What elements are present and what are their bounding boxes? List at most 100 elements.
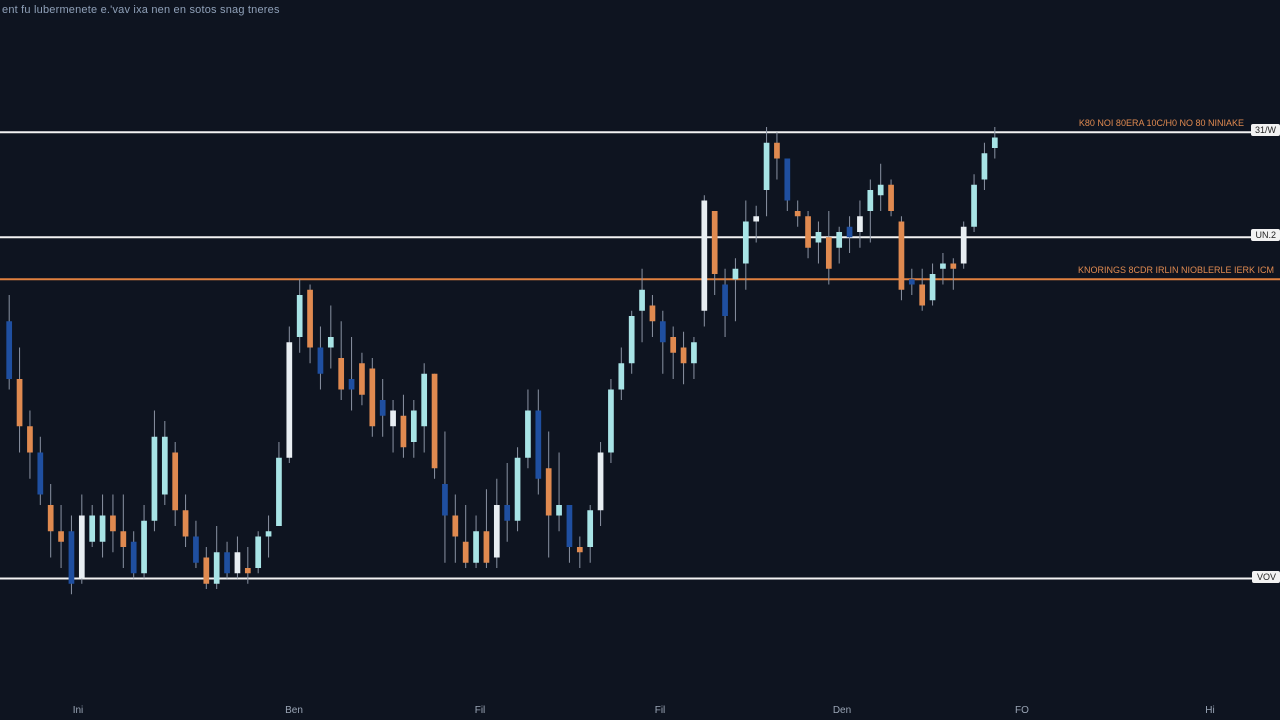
candle [255, 531, 262, 574]
candle-body [556, 505, 562, 516]
x-tick-label: Ini [72, 705, 84, 716]
candle [47, 484, 54, 558]
candle-body [172, 452, 179, 511]
candle [701, 195, 708, 327]
candle [410, 400, 417, 458]
candle-body [213, 552, 220, 584]
candle-body [877, 184, 884, 196]
candle [556, 452, 562, 532]
candle [908, 268, 915, 295]
candle-body [58, 531, 64, 542]
candle [224, 541, 230, 579]
candle [514, 447, 521, 532]
candle [493, 478, 500, 568]
candle [815, 221, 822, 264]
price-tag-mid-level: UN.2 [1251, 229, 1280, 242]
candle [431, 373, 438, 479]
candle-body [857, 216, 863, 232]
x-tick-label: FO [1015, 705, 1029, 716]
candle-body [151, 436, 158, 521]
chart-title: ent fu lubermenete e.'vav ixa nen en sot… [2, 4, 280, 16]
candle-body [327, 337, 334, 348]
candle [27, 410, 33, 479]
candle [462, 505, 469, 568]
candle-body [711, 211, 718, 274]
candle-body [307, 289, 313, 348]
candle [753, 205, 760, 243]
candle [327, 305, 334, 369]
candle-body [908, 279, 915, 285]
candle [659, 310, 666, 374]
candle [722, 268, 728, 337]
candle [182, 494, 189, 547]
candle-body [27, 426, 33, 453]
candle-body [193, 536, 199, 563]
candle [940, 253, 946, 285]
candle [525, 389, 531, 469]
candle-body [473, 531, 479, 563]
candle-body [296, 295, 303, 337]
candle-body [639, 289, 645, 311]
candle-body [442, 484, 448, 516]
candle [348, 337, 355, 411]
x-tick-label: Fil [654, 705, 666, 716]
candle [929, 263, 936, 306]
candle-body [888, 184, 894, 211]
candle [244, 547, 251, 584]
candle-body [753, 216, 760, 222]
candle-body [286, 342, 293, 458]
candle [608, 379, 614, 463]
level-label-resistance-top: K80 NOI 80ERA 10C/H0 NO 80 NINIAKE [1078, 118, 1244, 129]
candle-body [234, 552, 241, 574]
candle-body [359, 363, 365, 395]
candle [58, 505, 64, 568]
candle-body [317, 347, 324, 374]
candle [545, 431, 552, 558]
candle-body [525, 410, 531, 458]
candle-body [670, 337, 677, 353]
candle-body [940, 263, 946, 269]
candle [639, 268, 645, 343]
price-tag-resistance-top: 31/W [1250, 124, 1280, 137]
candle-body [452, 515, 459, 537]
candle [618, 347, 625, 400]
candle-body [680, 347, 687, 364]
candle-body [836, 232, 843, 248]
candle-body [867, 190, 874, 211]
candle-body [78, 515, 85, 579]
candle-body [255, 536, 262, 568]
candle-body [16, 379, 23, 427]
candle [971, 174, 977, 232]
candle [680, 331, 687, 385]
candle [37, 436, 44, 505]
candle-body [421, 373, 428, 427]
candle [960, 221, 967, 269]
candle-body [141, 520, 147, 574]
candle-body [37, 452, 44, 495]
candle [359, 352, 365, 406]
candle [877, 163, 884, 211]
candle [898, 216, 905, 301]
candle-body [110, 515, 116, 532]
candle-body [784, 158, 791, 201]
price-tag-support-bottom: VOV [1252, 570, 1280, 583]
candle [794, 200, 801, 227]
candle-body [981, 153, 988, 180]
candle-body [545, 468, 552, 516]
candle [120, 494, 127, 568]
candle-body [182, 510, 189, 537]
candle-body [89, 515, 96, 542]
x-tick-label: Den [832, 705, 852, 716]
candle-body [898, 221, 905, 290]
candle [276, 442, 282, 526]
candle-body [493, 505, 500, 558]
candle-body [971, 184, 977, 227]
candle-body [6, 321, 13, 379]
candle [846, 216, 853, 253]
candle [338, 321, 345, 400]
candle [161, 421, 168, 505]
candle-body [794, 211, 801, 217]
candle [110, 494, 116, 553]
candle-body [929, 274, 936, 301]
